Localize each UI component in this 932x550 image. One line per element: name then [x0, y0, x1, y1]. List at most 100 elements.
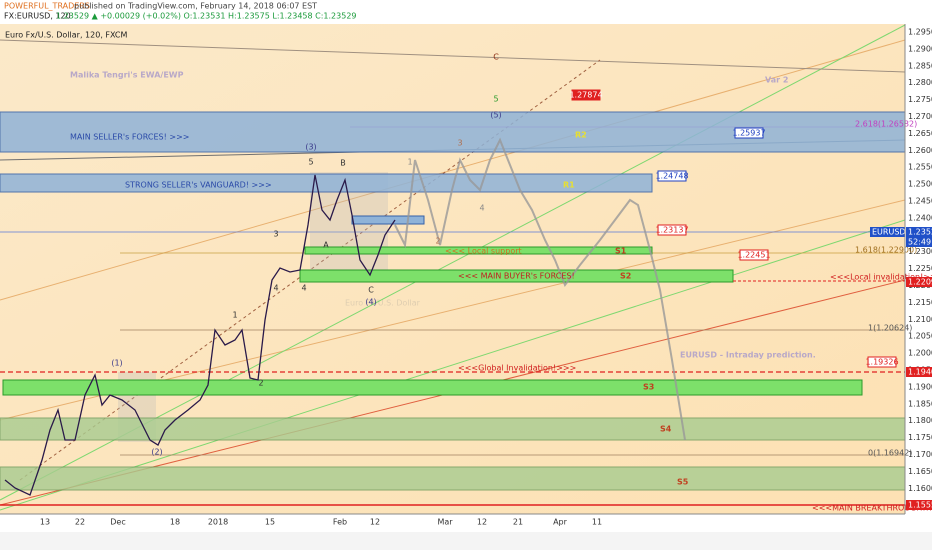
chart-title: Euro Fx/U.S. Dollar, 120, FXCM	[5, 31, 127, 40]
price-box	[734, 127, 764, 139]
wave-label: A	[323, 241, 329, 250]
axis-tag	[906, 277, 932, 287]
price-box-text: 1.23137	[655, 226, 688, 235]
level-label: S5	[677, 478, 689, 487]
wave-label: 5	[308, 158, 313, 167]
wave-label: (4)	[365, 298, 376, 307]
fib-label: 1.618(1.22900)	[855, 246, 917, 255]
level-label: S1	[615, 247, 627, 256]
wave-label: (2)	[151, 448, 162, 457]
time-label: Apr	[553, 518, 568, 527]
price-label: 1.29500	[908, 28, 932, 37]
price-label: 1.27500	[908, 95, 932, 104]
level-label: R2	[575, 131, 587, 140]
price-label: 1.26000	[908, 146, 932, 155]
symbol: FX:EURUSD, 120	[4, 12, 71, 21]
axis-tag-text: EURUSD	[872, 228, 906, 237]
price-label: 1.25000	[908, 180, 932, 189]
price-label: 1.21000	[908, 315, 932, 324]
price-label: 1.27000	[908, 112, 932, 121]
zone-label: <<<Global Invalidation!>>>	[458, 364, 576, 373]
price-box	[657, 224, 687, 236]
axis-tag	[906, 227, 932, 237]
price-label: 1.21500	[908, 298, 932, 307]
wave-label: 4	[479, 204, 484, 213]
wave-label: C	[368, 286, 374, 295]
time-label: 2018	[208, 518, 228, 527]
fib-label: 1(1.20624)	[868, 324, 912, 333]
zone-label: <<<MAIN BREAKTHROUGH!!!>>>	[812, 504, 932, 513]
zone-label: <<< MAIN BUYER's FORCES!	[458, 272, 575, 281]
price-history	[4, 174, 396, 496]
price-label: 1.22500	[908, 264, 932, 273]
wave-label: (1)	[111, 359, 122, 368]
price-box	[571, 89, 601, 101]
time-label: Mar	[437, 518, 453, 527]
quote: 1.23529 ▲ +0.00029 (+0.02%) O:1.23531 H:…	[56, 12, 357, 21]
price-label: 1.17000	[908, 450, 932, 459]
time-label: 22	[75, 518, 85, 527]
fib-label: 0(1.16942)	[868, 449, 912, 458]
axis-tag-text: 1.22096	[908, 278, 932, 287]
time-label: 12	[370, 518, 380, 527]
price-label: 1.18500	[908, 399, 932, 408]
wave-label: 4	[301, 284, 306, 293]
axis-tag-text: 1.23529	[908, 228, 932, 237]
price-label: 1.28500	[908, 61, 932, 70]
zone-label: MAIN SELLER's FORCES! >>>	[70, 133, 189, 142]
wave-label: (3)	[305, 143, 316, 152]
axis-tag	[870, 227, 905, 237]
chart-text: Var 2	[765, 76, 788, 85]
price-box	[739, 249, 769, 261]
wave-label: 4	[273, 284, 278, 293]
wave-label: 2	[258, 379, 263, 388]
price-label: 1.23000	[908, 247, 932, 256]
zone-label: <<<Local invalidation!>>>	[830, 273, 932, 282]
price-label: 1.20500	[908, 332, 932, 341]
fib-label: 2.618(1.26582)	[855, 120, 917, 129]
price-label: 1.16000	[908, 484, 932, 493]
wave-label: C	[493, 53, 499, 62]
price-box-text: 1.25937	[732, 129, 765, 138]
price-box-text: 1.19326	[865, 358, 898, 367]
wave-label: B	[340, 159, 346, 168]
time-label: 11	[592, 518, 602, 527]
footer-bar	[0, 532, 932, 550]
time-label: 12	[477, 518, 487, 527]
price-label: 1.19000	[908, 382, 932, 391]
price-box	[867, 356, 897, 368]
price-label: 1.29000	[908, 44, 932, 53]
level-label: S4	[660, 425, 672, 434]
wave-label: 1	[407, 158, 412, 167]
wave-label: 3	[457, 139, 462, 148]
price-label: 1.28000	[908, 78, 932, 87]
time-label: Feb	[333, 518, 347, 527]
chart-text: Malika Tengri's EWA/EWP	[70, 71, 184, 80]
time-label: 18	[170, 518, 180, 527]
price-box-text: 1.24748	[655, 172, 688, 181]
price-box-text: 1.22451	[737, 251, 770, 260]
wave-label: 1	[232, 311, 237, 320]
price-label: 1.24500	[908, 197, 932, 206]
price-label: 1.25500	[908, 163, 932, 172]
axis-tag-text: 1.15552	[908, 501, 932, 510]
watermark: Euro Fx/U.S. Dollar	[345, 299, 421, 308]
price-box	[657, 170, 687, 182]
wave-label: 3	[273, 230, 278, 239]
wave-label: 5	[493, 95, 498, 104]
zone-label: STRONG SELLER's VANGUARD! >>>	[125, 181, 272, 190]
price-label: 1.20000	[908, 349, 932, 358]
level-label: R1	[563, 181, 575, 190]
level-label: S3	[643, 383, 654, 392]
price-label: 1.26500	[908, 129, 932, 138]
published: published on TradingView.com, February 1…	[74, 2, 317, 11]
time-label: 21	[513, 518, 523, 527]
time-label: Dec	[110, 518, 125, 527]
projected-path	[394, 137, 686, 441]
wave-label: (5)	[490, 111, 501, 120]
price-label: 1.16500	[908, 467, 932, 476]
axis-tag	[906, 367, 932, 377]
level-label: S2	[620, 272, 631, 281]
